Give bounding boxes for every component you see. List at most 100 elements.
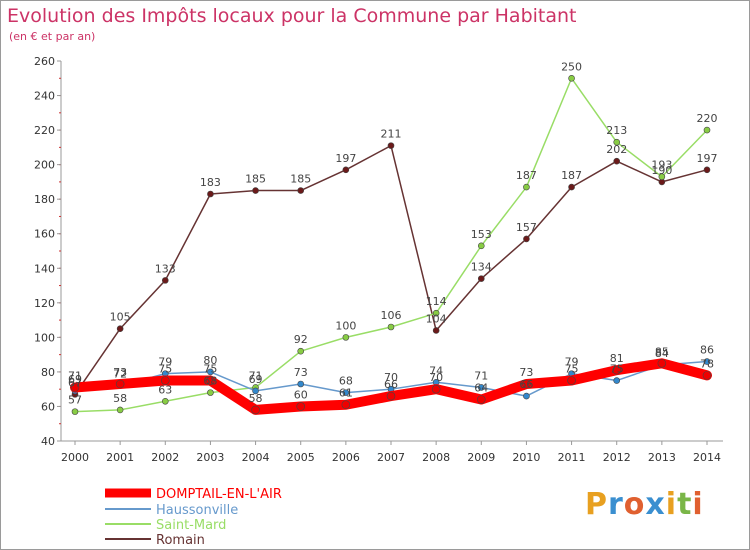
data-label: 190 xyxy=(651,164,672,177)
proxiti-logo: Proxiti xyxy=(585,487,704,522)
data-label: 197 xyxy=(335,152,356,165)
x-tick-label: 2009 xyxy=(467,451,495,464)
data-point xyxy=(432,309,440,317)
y-tick-label: 180 xyxy=(34,193,55,206)
data-point xyxy=(613,138,621,146)
x-tick-label: 2013 xyxy=(648,451,676,464)
y-tick-label: 220 xyxy=(34,124,55,137)
data-point xyxy=(523,183,530,191)
data-label: 58 xyxy=(249,392,263,405)
data-label: 153 xyxy=(471,228,492,241)
x-tick-label: 2003 xyxy=(196,451,224,464)
data-point xyxy=(387,323,395,331)
data-point xyxy=(703,358,711,365)
data-label: 72 xyxy=(113,368,127,381)
data-label: 187 xyxy=(516,169,537,182)
data-point xyxy=(207,368,214,376)
x-tick-label: 2006 xyxy=(332,451,360,464)
data-label: 105 xyxy=(110,311,131,324)
data-label: 70 xyxy=(429,371,443,384)
data-point xyxy=(567,376,576,385)
data-point xyxy=(207,190,214,198)
data-point xyxy=(297,380,305,388)
data-label: 104 xyxy=(426,312,447,325)
data-point xyxy=(476,395,486,404)
x-tick-label: 2007 xyxy=(377,451,405,464)
data-label: 71 xyxy=(68,369,82,382)
x-tick-label: 2010 xyxy=(512,451,540,464)
y-tick-label: 80 xyxy=(41,366,55,379)
y-tick-label: 240 xyxy=(34,90,55,103)
x-tick-label: 2008 xyxy=(422,451,450,464)
data-point xyxy=(160,376,170,385)
legend-label: Romain xyxy=(156,533,205,548)
y-tick-label: 40 xyxy=(41,435,55,448)
data-label: 73 xyxy=(519,366,533,379)
data-label: 193 xyxy=(651,159,672,172)
data-point xyxy=(568,74,575,82)
data-label: 71 xyxy=(474,369,488,382)
data-point xyxy=(657,358,667,368)
data-label: 73 xyxy=(113,366,127,379)
data-label: 81 xyxy=(610,352,624,365)
data-point xyxy=(207,389,214,396)
data-point xyxy=(342,334,350,341)
data-point xyxy=(658,173,666,181)
data-label: 80 xyxy=(203,354,217,367)
data-label: 70 xyxy=(384,371,398,384)
data-point xyxy=(432,327,440,334)
data-point xyxy=(613,377,621,384)
data-label: 220 xyxy=(697,112,718,125)
data-label: 85 xyxy=(655,345,669,358)
legend: DOMPTAIL-EN-L'AIRHaussonvilleSaint-MardR… xyxy=(105,487,282,548)
data-point xyxy=(71,408,79,415)
data-point xyxy=(115,379,125,389)
data-point xyxy=(252,187,259,194)
data-label: 75 xyxy=(610,363,624,376)
x-tick-label: 2004 xyxy=(242,451,270,464)
data-label: 63 xyxy=(158,383,172,396)
data-label: 58 xyxy=(113,392,127,405)
data-label: 211 xyxy=(381,128,402,141)
data-label: 185 xyxy=(245,173,266,186)
data-point xyxy=(523,392,530,400)
data-point xyxy=(161,397,169,405)
data-label: 79 xyxy=(565,356,579,369)
data-point xyxy=(387,142,395,149)
y-tick-label: 60 xyxy=(41,400,55,413)
x-tick-label: 2011 xyxy=(558,451,586,464)
data-label: 66 xyxy=(384,378,398,391)
data-label: 114 xyxy=(426,295,447,308)
data-point xyxy=(116,406,124,414)
data-point xyxy=(206,376,215,385)
legend-label: DOMPTAIL-EN-L'AIR xyxy=(156,487,282,502)
data-point xyxy=(613,157,621,165)
axes: 40 60 80 100 120 140 160 180 200 220 240 260 2000 200… xyxy=(34,55,723,464)
legend-label: Haussonville xyxy=(156,503,238,518)
data-point xyxy=(522,379,531,389)
data-point xyxy=(703,166,711,174)
series-lines xyxy=(70,74,712,415)
y-tick-label: 160 xyxy=(34,228,55,241)
data-label: 185 xyxy=(290,173,311,186)
data-point xyxy=(477,242,485,250)
data-label: 66 xyxy=(519,378,533,391)
data-label: 84 xyxy=(655,347,669,360)
data-point xyxy=(386,391,396,401)
data-point xyxy=(297,347,305,355)
data-point xyxy=(702,371,712,380)
data-point xyxy=(161,277,169,284)
data-label: 69 xyxy=(249,373,263,386)
data-label: 68 xyxy=(339,375,353,388)
data-point xyxy=(296,402,306,411)
data-label: 86 xyxy=(700,344,714,357)
data-point xyxy=(477,384,485,391)
data-label: 133 xyxy=(155,262,176,275)
y-tick-label: 200 xyxy=(34,159,55,172)
data-point xyxy=(568,183,575,191)
data-label: 61 xyxy=(339,387,353,400)
y-tick-label: 120 xyxy=(34,297,55,310)
chart-subtitle: (en € et par an) xyxy=(9,30,96,43)
